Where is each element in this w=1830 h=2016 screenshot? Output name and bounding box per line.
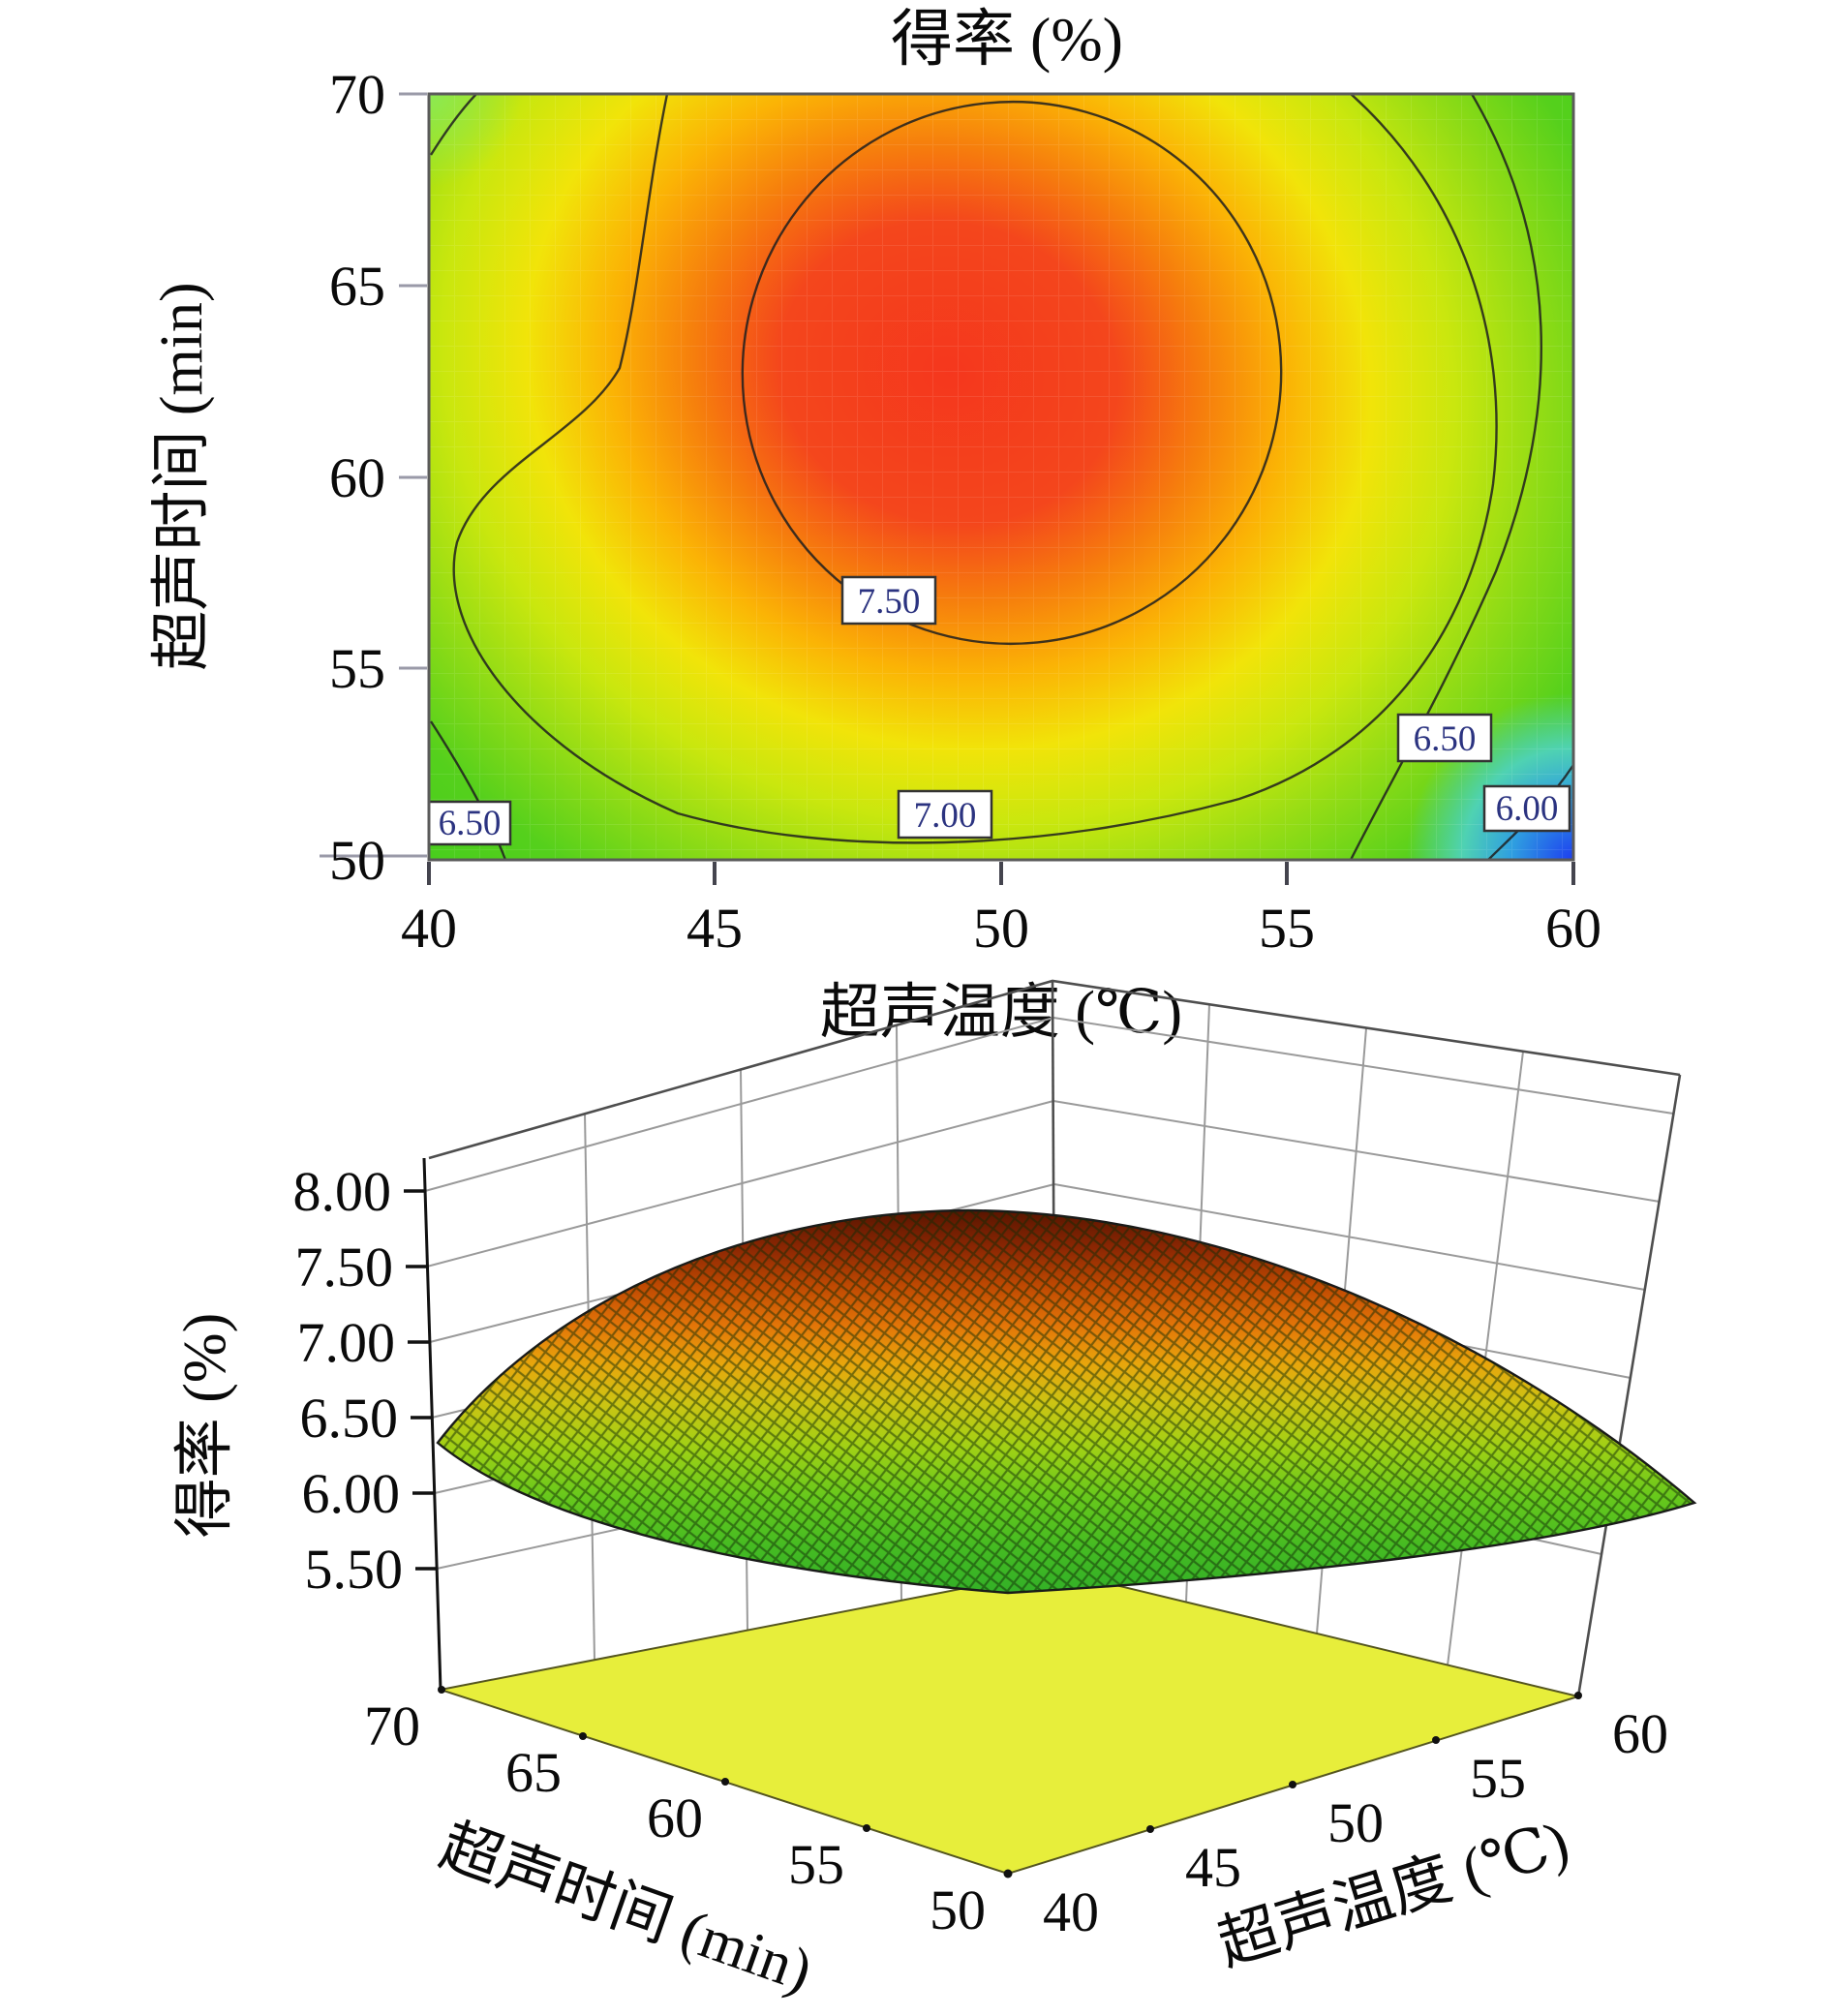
contour-label-text: 6.50 bbox=[1414, 719, 1477, 759]
floor-projection bbox=[440, 1569, 1582, 1876]
y-tick-60: 60 bbox=[329, 446, 385, 509]
right-tick-50: 50 bbox=[1327, 1791, 1384, 1854]
z-tick-7.50: 7.50 bbox=[295, 1236, 394, 1298]
grid-line bbox=[426, 1100, 1054, 1268]
z-axis-line bbox=[422, 1157, 442, 1691]
x-tick-60: 60 bbox=[1545, 897, 1601, 960]
contour-label-6.00: 6.00 bbox=[1482, 784, 1571, 833]
tick-dot bbox=[1574, 1692, 1582, 1699]
contour-label-text: 7.50 bbox=[858, 582, 921, 622]
contour-label-text: 6.00 bbox=[1496, 789, 1559, 829]
contour-y-ticks bbox=[320, 92, 427, 858]
left-tick-65: 65 bbox=[505, 1741, 562, 1804]
floor-axis-ticks bbox=[438, 1686, 1582, 1879]
contour-frame bbox=[427, 92, 1575, 862]
right-tick-55: 55 bbox=[1470, 1747, 1526, 1810]
contour-field: 7.50 7.00 6.50 6.50 bbox=[429, 94, 1573, 860]
right-tick-45: 45 bbox=[1185, 1836, 1241, 1899]
contour-line-6.50-topleft bbox=[429, 94, 477, 156]
contour-plot-area: 7.50 7.00 6.50 6.50 bbox=[427, 92, 1575, 862]
z-axis-ticks bbox=[404, 1189, 438, 1571]
tick-dot bbox=[1003, 1869, 1013, 1879]
x-tick-50: 50 bbox=[973, 897, 1029, 960]
contour-cell-texture bbox=[429, 94, 1573, 860]
contour-label-6.50-right: 6.50 bbox=[1396, 713, 1493, 763]
surface-z-axis-title: 得率 (%) bbox=[172, 1313, 238, 1538]
left-tick-70: 70 bbox=[364, 1695, 420, 1757]
contour-y-axis: 70 65 60 55 50 超声时间 (min) bbox=[149, 63, 427, 892]
z-tick-6.50: 6.50 bbox=[300, 1387, 399, 1450]
contour-label-box bbox=[897, 789, 993, 840]
contour-lines bbox=[429, 94, 1573, 860]
surface-z-axis: 8.00 7.50 7.00 6.50 6.00 5.50 得率 (%) bbox=[172, 1157, 442, 1691]
surface-right-axis-title: 超声温度 (℃) bbox=[1210, 1810, 1576, 1978]
contour-x-axis-title: 超声温度 (℃) bbox=[820, 980, 1182, 1046]
dome-mesh-overlay bbox=[438, 1210, 1694, 1593]
left-tick-50: 50 bbox=[930, 1879, 986, 1941]
right-tick-40: 40 bbox=[1043, 1880, 1099, 1943]
z-tick-7.00: 7.00 bbox=[297, 1311, 396, 1374]
contour-label-7.00: 7.00 bbox=[897, 789, 993, 840]
z-tick-5.50: 5.50 bbox=[305, 1538, 404, 1601]
z-tick-6.00: 6.00 bbox=[302, 1462, 401, 1525]
y-tick-50: 50 bbox=[329, 829, 385, 892]
contour-label-6.50-left: 6.50 bbox=[429, 800, 512, 846]
contour-x-ticks bbox=[427, 862, 1575, 885]
contour-line-6.50-bottomleft bbox=[429, 720, 507, 860]
contour-label-box bbox=[429, 800, 512, 846]
y-tick-55: 55 bbox=[329, 637, 385, 700]
contour-label-text: 7.00 bbox=[914, 796, 977, 836]
grid-line bbox=[424, 1017, 1054, 1192]
tick-dot bbox=[1432, 1736, 1440, 1744]
tick-dot bbox=[579, 1732, 587, 1740]
right-tick-60: 60 bbox=[1612, 1702, 1668, 1765]
contour-label-box bbox=[840, 575, 937, 626]
tick-dot bbox=[1146, 1825, 1154, 1833]
contour-y-axis-title: 超声时间 (min) bbox=[149, 282, 215, 670]
left-tick-60: 60 bbox=[647, 1787, 703, 1849]
x-tick-55: 55 bbox=[1259, 897, 1315, 960]
z-tick-8.00: 8.00 bbox=[293, 1160, 392, 1223]
contour-line-7.00 bbox=[452, 94, 1498, 844]
contour-label-box bbox=[1482, 784, 1571, 833]
contour-line-6.50-right bbox=[1349, 94, 1543, 860]
surface-left-axis-title: 超声时间 (min) bbox=[432, 1813, 820, 2004]
tick-dot bbox=[863, 1824, 870, 1832]
contour-plot: 得率 (%) bbox=[149, 5, 1601, 1046]
contour-labels: 7.50 7.00 6.50 6.50 bbox=[429, 575, 1571, 846]
wall-right-edge bbox=[1576, 1074, 1682, 1697]
surface-plot: 8.00 7.50 7.00 6.50 6.00 5.50 得率 (%) bbox=[172, 979, 1697, 2004]
floor-plane bbox=[440, 1569, 1582, 1876]
tick-dot bbox=[1289, 1781, 1296, 1788]
y-tick-65: 65 bbox=[329, 255, 385, 318]
y-tick-70: 70 bbox=[329, 63, 385, 126]
x-tick-40: 40 bbox=[401, 897, 457, 960]
tick-dot bbox=[721, 1778, 729, 1786]
contour-label-text: 6.50 bbox=[439, 804, 502, 843]
tick-dot bbox=[438, 1686, 445, 1694]
contour-label-7.50: 7.50 bbox=[840, 575, 937, 626]
left-tick-55: 55 bbox=[788, 1833, 844, 1896]
surface-dome bbox=[436, 1208, 1697, 1595]
contour-label-box bbox=[1396, 713, 1493, 763]
contour-x-axis: 40 45 50 55 60 超声温度 (℃) bbox=[401, 862, 1601, 1046]
contour-title: 得率 (%) bbox=[891, 5, 1123, 74]
contour-line-7.50 bbox=[741, 100, 1283, 646]
x-tick-45: 45 bbox=[686, 897, 743, 960]
